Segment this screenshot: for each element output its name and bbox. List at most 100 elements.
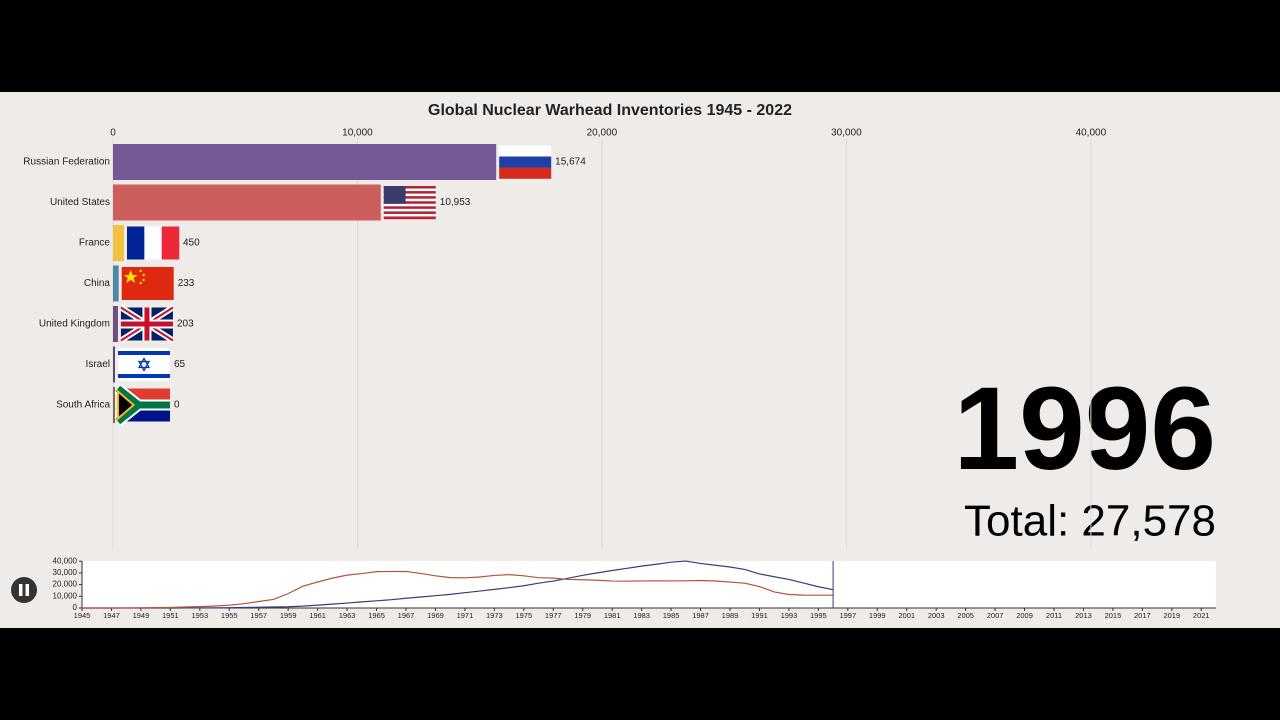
x-tick-label: 1951 xyxy=(162,611,179,620)
x-tick-label: 1959 xyxy=(280,611,297,620)
x-tick-label: 20,000 xyxy=(587,128,618,139)
flag-part xyxy=(139,281,142,285)
x-tick-label: 1963 xyxy=(339,611,356,620)
year-label: 1996 xyxy=(953,363,1216,495)
y-tick-label: 0 xyxy=(73,603,78,612)
x-tick-label: 1999 xyxy=(869,611,886,620)
bar xyxy=(113,265,119,302)
x-tick-label: 2017 xyxy=(1134,611,1151,620)
flag-part xyxy=(144,226,162,260)
x-tick-label: 1965 xyxy=(368,611,385,620)
bar xyxy=(113,387,115,423)
x-tick-label: 1971 xyxy=(457,611,474,620)
x-tick-label: 1945 xyxy=(74,611,91,620)
x-tick-label: 1983 xyxy=(633,611,650,620)
flag-part xyxy=(118,351,170,355)
y-tick-label: 30,000 xyxy=(53,568,78,577)
flag-part xyxy=(117,389,136,421)
x-tick-label: 1977 xyxy=(545,611,562,620)
background xyxy=(0,92,1280,628)
x-tick-label: 1969 xyxy=(427,611,444,620)
x-tick-label: 1985 xyxy=(663,611,680,620)
flag-part xyxy=(127,226,145,260)
flag-part xyxy=(139,269,142,273)
value-label: 450 xyxy=(183,238,200,249)
flag xyxy=(114,384,170,426)
flag xyxy=(127,226,180,260)
x-tick-label: 2011 xyxy=(1046,611,1062,620)
x-tick-label: 1995 xyxy=(810,611,827,620)
pause-button[interactable] xyxy=(11,577,37,603)
x-tick-label: 40,000 xyxy=(1076,128,1107,139)
flag-part xyxy=(137,360,151,372)
line xyxy=(81,570,834,609)
category-label: France xyxy=(79,238,111,249)
category-label: China xyxy=(84,278,111,289)
flag-part xyxy=(137,357,151,369)
pause-bar xyxy=(19,584,23,596)
pause-bar xyxy=(25,584,29,596)
x-tick-label: 2007 xyxy=(987,611,1004,620)
x-tick-label: 1947 xyxy=(103,611,120,620)
flag xyxy=(121,267,174,300)
x-tick-label: 2003 xyxy=(928,611,945,620)
flag xyxy=(383,186,436,220)
flag-part xyxy=(121,267,174,300)
x-tick-label: 1949 xyxy=(133,611,150,620)
chart-title: Global Nuclear Warhead Inventories 1945 … xyxy=(428,102,792,119)
flag-part xyxy=(120,307,173,341)
flag-part xyxy=(383,208,436,212)
bar xyxy=(113,225,125,261)
flag-part xyxy=(383,201,436,204)
category-label: Russian Federation xyxy=(23,157,110,168)
y-tick-label: 20,000 xyxy=(53,580,78,589)
flag-part xyxy=(383,196,436,199)
mini-chart-area xyxy=(82,561,1216,608)
category-label: South Africa xyxy=(56,400,110,411)
x-tick-label: 1973 xyxy=(486,611,503,620)
x-tick-label: 2001 xyxy=(898,611,915,620)
x-tick-label: 1961 xyxy=(309,611,326,620)
x-tick-label: 1981 xyxy=(604,611,621,620)
x-tick-label: 2019 xyxy=(1163,611,1180,620)
x-tick-label: 1957 xyxy=(250,611,267,620)
x-tick-label: 2013 xyxy=(1075,611,1092,620)
x-tick-label: 1953 xyxy=(191,611,208,620)
flag-part xyxy=(383,211,436,215)
bar xyxy=(113,306,118,342)
x-tick-label: 2021 xyxy=(1193,611,1210,620)
flag xyxy=(499,145,552,179)
flag-part xyxy=(383,188,436,192)
flag-part xyxy=(383,198,436,202)
flag-part xyxy=(161,226,180,260)
x-tick-label: 1987 xyxy=(692,611,709,620)
line xyxy=(82,560,834,609)
x-tick-label: 1991 xyxy=(751,611,768,620)
x-tick-label: 1979 xyxy=(574,611,591,620)
value-label: 10,953 xyxy=(440,197,471,208)
bar xyxy=(113,144,497,180)
flag xyxy=(119,304,175,344)
value-label: 65 xyxy=(174,359,186,370)
y-tick-label: 40,000 xyxy=(53,556,78,565)
total-label: Total: 27,578 xyxy=(964,497,1216,546)
x-tick-label: 0 xyxy=(110,128,116,139)
category-label: Israel xyxy=(86,359,110,370)
flag-part xyxy=(383,186,436,189)
x-tick-label: 1967 xyxy=(398,611,415,620)
flag-part xyxy=(142,278,145,282)
x-tick-label: 2009 xyxy=(1016,611,1033,620)
x-tick-label: 10,000 xyxy=(342,128,373,139)
flag-part xyxy=(383,193,436,197)
flag-part xyxy=(115,385,170,425)
pause-circle[interactable] xyxy=(11,577,37,603)
category-label: United Kingdom xyxy=(39,319,110,330)
flag-part xyxy=(383,186,406,204)
x-tick-label: 1955 xyxy=(221,611,238,620)
x-tick-label: 30,000 xyxy=(831,128,862,139)
flag-part xyxy=(383,203,436,207)
x-tick-label: 1997 xyxy=(839,611,856,620)
value-label: 0 xyxy=(174,400,180,411)
category-label: United States xyxy=(50,197,110,208)
